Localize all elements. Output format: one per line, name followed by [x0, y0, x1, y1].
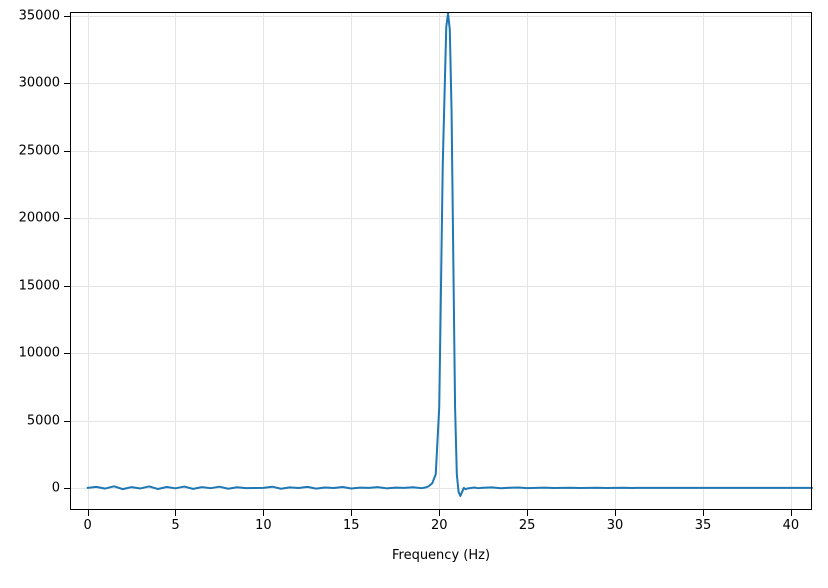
x-tick-label: 20	[431, 518, 448, 533]
x-axis-label: Frequency (Hz)	[392, 548, 490, 563]
chart-figure: 0 5 10 15 20 25 30 35 40 0 5000 10000 15000 20000 250…	[0, 0, 828, 588]
y-tick-label: 25000	[19, 143, 60, 158]
plot-area: 0510152025303540 05000100001500020000250…	[70, 12, 812, 510]
line-series	[70, 12, 812, 510]
y-tick-label: 0	[52, 480, 60, 495]
y-tick-label: 20000	[19, 211, 60, 226]
y-tick-label: 15000	[19, 278, 60, 293]
x-tick-label: 5	[171, 518, 179, 533]
y-tick-label: 5000	[27, 413, 60, 428]
x-tick-label: 35	[695, 518, 712, 533]
y-tick-label: 35000	[19, 9, 60, 24]
y-tick-label: 10000	[19, 346, 60, 361]
x-tick-label: 0	[83, 518, 91, 533]
x-tick-label: 40	[783, 518, 800, 533]
x-tick-label: 25	[519, 518, 536, 533]
x-tick-label: 30	[607, 518, 624, 533]
x-tick-label: 15	[343, 518, 360, 533]
x-tick-label: 10	[255, 518, 272, 533]
y-tick-label: 30000	[19, 76, 60, 91]
